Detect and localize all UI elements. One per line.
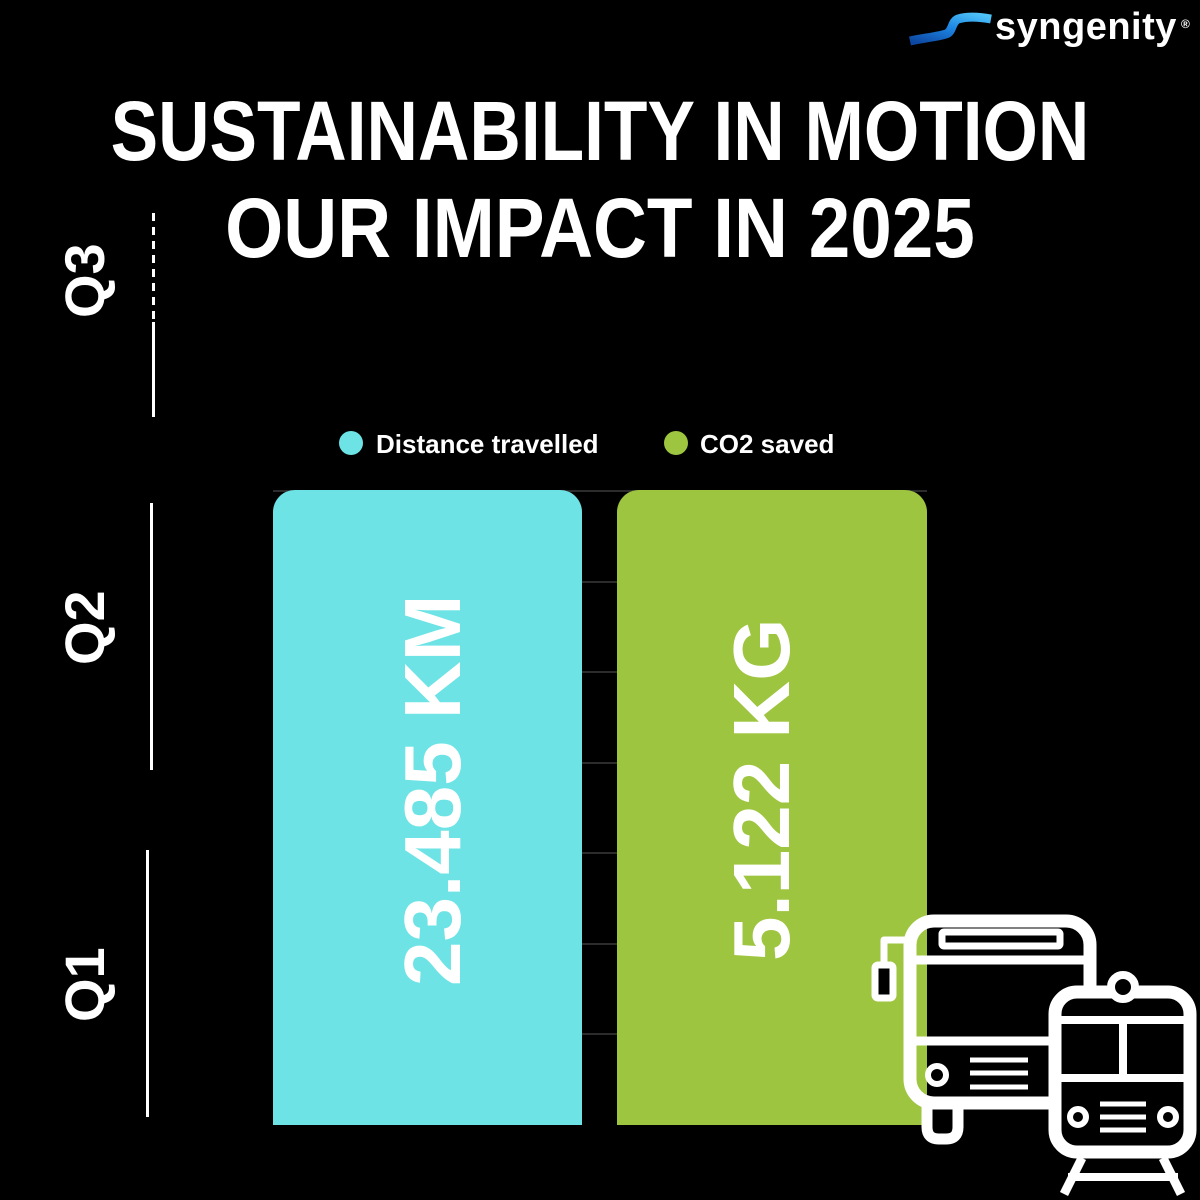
legend-dot-co2 xyxy=(664,431,688,455)
bar-distance-travelled xyxy=(273,490,582,1125)
bus-mirror xyxy=(871,961,897,1002)
gridline xyxy=(273,852,927,854)
bar-unit: KG xyxy=(717,618,806,739)
page-subtitle: OUR IMPACT IN 2025 xyxy=(225,181,975,275)
bar-value: 23.485 xyxy=(388,740,477,986)
quarter-label-q3: Q3 xyxy=(53,243,116,319)
train-headlight-left xyxy=(1067,1106,1089,1128)
page-title: SUSTAINABILITY IN MOTION xyxy=(110,84,1090,178)
gridline xyxy=(273,671,927,673)
quarter-label-q2: Q2 xyxy=(53,590,116,666)
train-top-light xyxy=(1107,971,1139,1003)
bus-destination-sign xyxy=(938,928,1064,950)
train-icon xyxy=(1048,971,1197,1197)
axis-line-q3-dashed xyxy=(152,213,155,322)
train-headlight-right xyxy=(1157,1106,1179,1128)
bus-wheel xyxy=(921,1104,964,1145)
legend-label-co2: CO2 saved xyxy=(700,429,835,459)
quarter-label-q1: Q1 xyxy=(53,947,116,1023)
gridline xyxy=(273,761,927,764)
bar-value: 5.122 xyxy=(717,761,806,962)
axis-line-q1 xyxy=(146,850,149,1117)
legend-label-distance: Distance travelled xyxy=(376,429,599,459)
chart-gridlines xyxy=(273,490,927,1125)
gridline xyxy=(273,942,927,945)
gridline xyxy=(273,490,927,492)
transport-icons xyxy=(871,914,1197,1197)
gridline xyxy=(273,1033,927,1035)
gridline xyxy=(273,580,927,583)
bar-co2-saved xyxy=(617,490,927,1125)
bus-mirror-arm xyxy=(880,936,905,964)
bar-value-label-co2: 5.122 KG xyxy=(712,560,812,1020)
brand-name: syngenity xyxy=(995,6,1177,48)
axis-line-q2 xyxy=(150,503,153,770)
legend-dot-distance xyxy=(339,431,363,455)
axis-line-q3 xyxy=(152,322,155,417)
bar-unit: KM xyxy=(388,594,477,719)
bus-headlight xyxy=(925,1063,949,1087)
bar-value-label-distance: 23.485 KM xyxy=(383,560,483,1020)
syngenity-logo-icon xyxy=(909,12,992,46)
registered-mark: ® xyxy=(1181,17,1190,31)
